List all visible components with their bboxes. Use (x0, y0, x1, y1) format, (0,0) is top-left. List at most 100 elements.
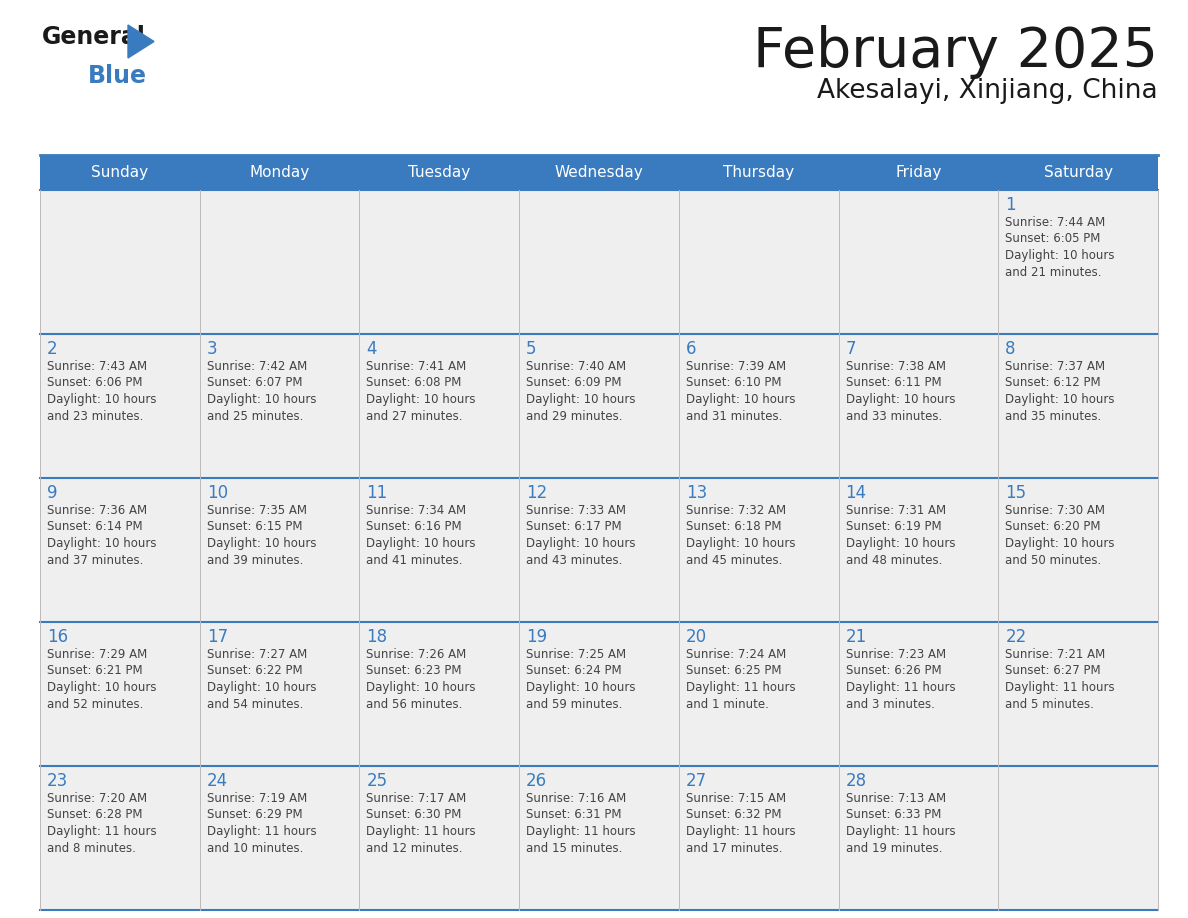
Text: and 52 minutes.: and 52 minutes. (48, 698, 144, 711)
Text: and 48 minutes.: and 48 minutes. (846, 554, 942, 566)
Text: Sunset: 6:08 PM: Sunset: 6:08 PM (366, 376, 462, 389)
Text: Sunset: 6:31 PM: Sunset: 6:31 PM (526, 809, 621, 822)
Bar (678, 622, 839, 766)
Text: Sunset: 6:23 PM: Sunset: 6:23 PM (366, 665, 462, 677)
Text: Sunrise: 7:13 AM: Sunrise: 7:13 AM (846, 792, 946, 805)
Text: 22: 22 (1005, 628, 1026, 646)
Bar (360, 190, 519, 334)
Bar (40, 766, 200, 910)
Text: Sunrise: 7:37 AM: Sunrise: 7:37 AM (1005, 360, 1105, 373)
Text: Akesalayi, Xinjiang, China: Akesalayi, Xinjiang, China (817, 78, 1158, 104)
Text: 7: 7 (846, 340, 857, 358)
Text: Sunset: 6:22 PM: Sunset: 6:22 PM (207, 665, 302, 677)
Bar (200, 622, 360, 766)
Bar (998, 622, 1158, 766)
Text: Friday: Friday (896, 165, 942, 180)
Text: and 31 minutes.: and 31 minutes. (685, 409, 782, 422)
Bar (839, 334, 998, 478)
Text: and 29 minutes.: and 29 minutes. (526, 409, 623, 422)
Text: Saturday: Saturday (1043, 165, 1113, 180)
Text: 10: 10 (207, 484, 228, 502)
Text: Sunrise: 7:24 AM: Sunrise: 7:24 AM (685, 648, 786, 661)
Text: Sunrise: 7:19 AM: Sunrise: 7:19 AM (207, 792, 307, 805)
Text: Sunset: 6:24 PM: Sunset: 6:24 PM (526, 665, 621, 677)
Text: Daylight: 10 hours: Daylight: 10 hours (207, 393, 316, 406)
Text: Thursday: Thursday (723, 165, 795, 180)
Text: Sunrise: 7:35 AM: Sunrise: 7:35 AM (207, 504, 307, 517)
Text: Sunrise: 7:38 AM: Sunrise: 7:38 AM (846, 360, 946, 373)
Text: 6: 6 (685, 340, 696, 358)
Text: and 8 minutes.: and 8 minutes. (48, 842, 135, 855)
Bar (839, 155, 998, 190)
Text: Daylight: 10 hours: Daylight: 10 hours (526, 681, 636, 694)
Text: and 59 minutes.: and 59 minutes. (526, 698, 623, 711)
Text: Daylight: 10 hours: Daylight: 10 hours (526, 537, 636, 550)
Text: Daylight: 10 hours: Daylight: 10 hours (526, 393, 636, 406)
Text: Sunset: 6:07 PM: Sunset: 6:07 PM (207, 376, 302, 389)
Text: Daylight: 10 hours: Daylight: 10 hours (846, 537, 955, 550)
Text: 16: 16 (48, 628, 68, 646)
Bar (40, 622, 200, 766)
Text: and 41 minutes.: and 41 minutes. (366, 554, 463, 566)
Text: Daylight: 10 hours: Daylight: 10 hours (366, 537, 476, 550)
Text: 14: 14 (846, 484, 867, 502)
Bar (678, 334, 839, 478)
Text: Sunrise: 7:36 AM: Sunrise: 7:36 AM (48, 504, 147, 517)
Text: and 35 minutes.: and 35 minutes. (1005, 409, 1101, 422)
Bar (998, 478, 1158, 622)
Text: and 54 minutes.: and 54 minutes. (207, 698, 303, 711)
Text: 8: 8 (1005, 340, 1016, 358)
Text: Sunset: 6:17 PM: Sunset: 6:17 PM (526, 521, 621, 533)
Text: and 39 minutes.: and 39 minutes. (207, 554, 303, 566)
Text: and 1 minute.: and 1 minute. (685, 698, 769, 711)
Text: Sunrise: 7:30 AM: Sunrise: 7:30 AM (1005, 504, 1105, 517)
Text: and 3 minutes.: and 3 minutes. (846, 698, 935, 711)
Text: Sunset: 6:10 PM: Sunset: 6:10 PM (685, 376, 782, 389)
Bar (360, 155, 519, 190)
Bar (998, 155, 1158, 190)
Text: Sunrise: 7:43 AM: Sunrise: 7:43 AM (48, 360, 147, 373)
Text: Sunset: 6:30 PM: Sunset: 6:30 PM (366, 809, 462, 822)
Text: Sunset: 6:27 PM: Sunset: 6:27 PM (1005, 665, 1101, 677)
Text: 4: 4 (366, 340, 377, 358)
Text: Sunset: 6:21 PM: Sunset: 6:21 PM (48, 665, 143, 677)
Bar (360, 478, 519, 622)
Text: February 2025: February 2025 (753, 25, 1158, 79)
Text: Sunrise: 7:31 AM: Sunrise: 7:31 AM (846, 504, 946, 517)
Text: Sunrise: 7:32 AM: Sunrise: 7:32 AM (685, 504, 786, 517)
Text: Sunrise: 7:20 AM: Sunrise: 7:20 AM (48, 792, 147, 805)
Text: Sunrise: 7:44 AM: Sunrise: 7:44 AM (1005, 216, 1106, 229)
Text: Daylight: 11 hours: Daylight: 11 hours (685, 825, 796, 838)
Bar (40, 478, 200, 622)
Text: and 10 minutes.: and 10 minutes. (207, 842, 303, 855)
Text: 13: 13 (685, 484, 707, 502)
Bar (678, 155, 839, 190)
Text: Sunrise: 7:39 AM: Sunrise: 7:39 AM (685, 360, 786, 373)
Text: Sunset: 6:32 PM: Sunset: 6:32 PM (685, 809, 782, 822)
Bar (519, 622, 678, 766)
Text: Daylight: 10 hours: Daylight: 10 hours (685, 393, 795, 406)
Text: Sunset: 6:33 PM: Sunset: 6:33 PM (846, 809, 941, 822)
Text: Daylight: 11 hours: Daylight: 11 hours (846, 681, 955, 694)
Text: 28: 28 (846, 772, 867, 790)
Bar (519, 190, 678, 334)
Text: Daylight: 10 hours: Daylight: 10 hours (207, 681, 316, 694)
Text: 5: 5 (526, 340, 537, 358)
Bar (998, 766, 1158, 910)
Bar (200, 766, 360, 910)
Text: and 45 minutes.: and 45 minutes. (685, 554, 782, 566)
Text: Daylight: 10 hours: Daylight: 10 hours (48, 393, 157, 406)
Bar (998, 190, 1158, 334)
Text: and 33 minutes.: and 33 minutes. (846, 409, 942, 422)
Bar (200, 334, 360, 478)
Text: 25: 25 (366, 772, 387, 790)
Text: 24: 24 (207, 772, 228, 790)
Bar (519, 334, 678, 478)
Text: 19: 19 (526, 628, 548, 646)
Bar (200, 478, 360, 622)
Text: Daylight: 10 hours: Daylight: 10 hours (685, 537, 795, 550)
Text: Sunrise: 7:33 AM: Sunrise: 7:33 AM (526, 504, 626, 517)
Text: 27: 27 (685, 772, 707, 790)
Text: Sunset: 6:11 PM: Sunset: 6:11 PM (846, 376, 941, 389)
Text: 26: 26 (526, 772, 548, 790)
